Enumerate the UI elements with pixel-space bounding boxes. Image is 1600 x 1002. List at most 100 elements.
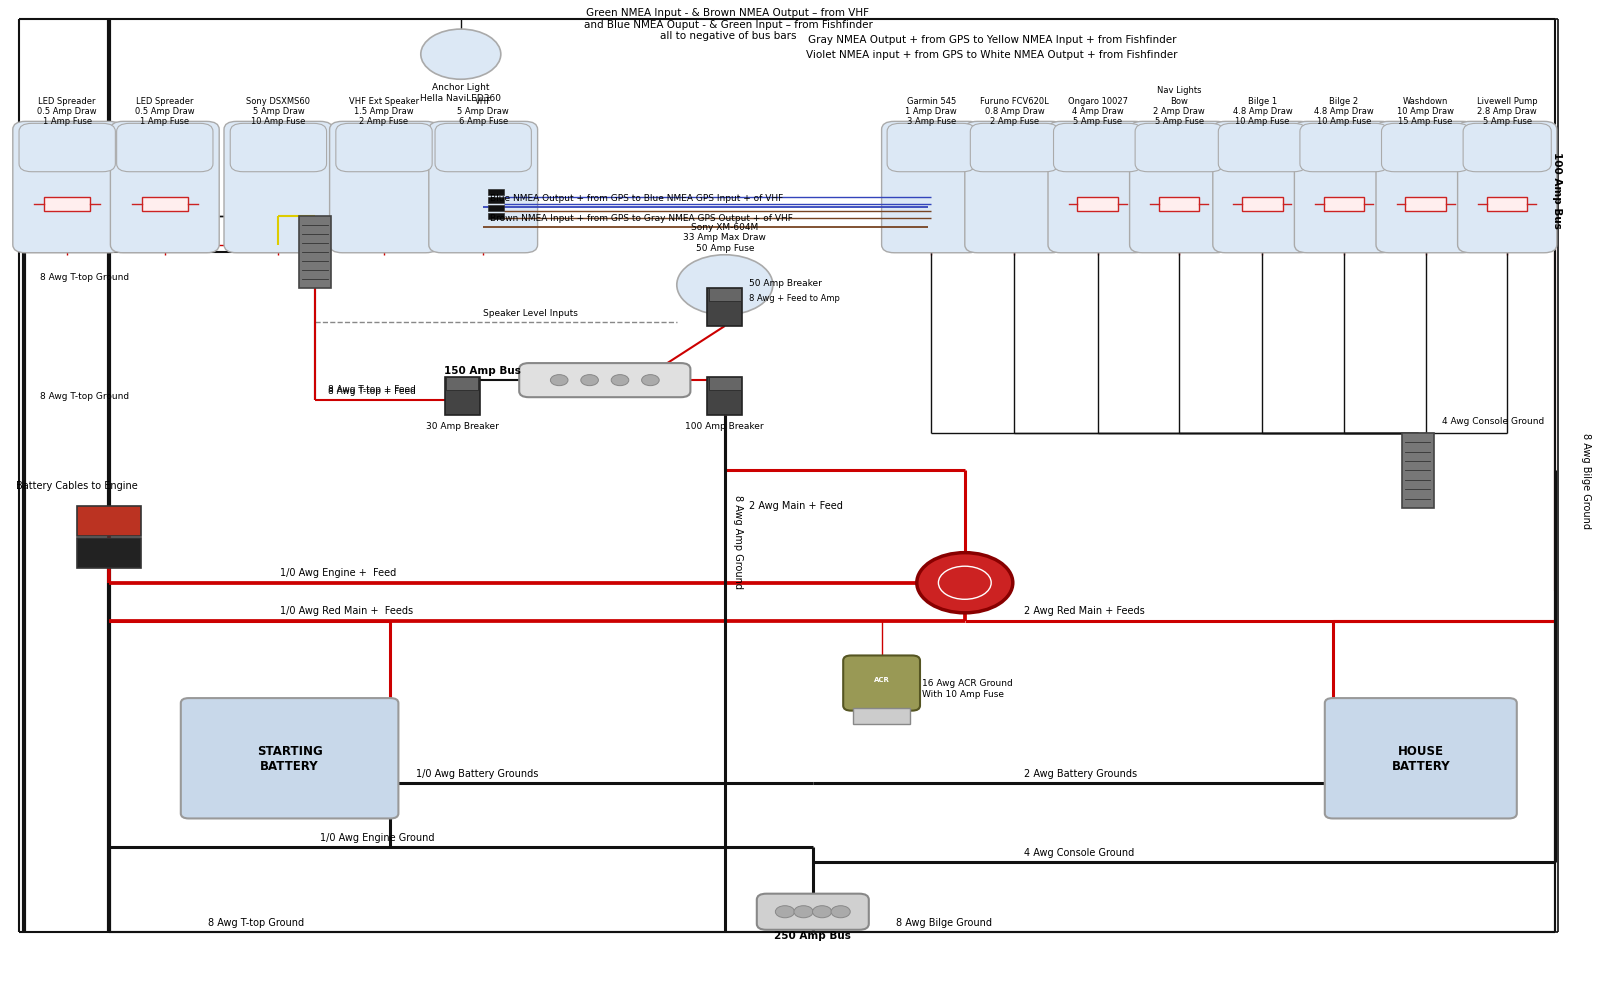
Circle shape bbox=[938, 566, 990, 599]
Bar bbox=[445, 378, 480, 416]
Text: Violet NMEA input + from GPS to White NMEA Output + from Fishfinder: Violet NMEA input + from GPS to White NM… bbox=[806, 50, 1178, 60]
Bar bbox=[1323, 198, 1365, 212]
Text: Sony DSXMS60
5 Amp Draw
10 Amp Fuse: Sony DSXMS60 5 Amp Draw 10 Amp Fuse bbox=[246, 96, 310, 126]
Circle shape bbox=[550, 376, 568, 386]
Bar bbox=[488, 205, 504, 211]
Text: VHF
5 Amp Draw
6 Amp Fuse: VHF 5 Amp Draw 6 Amp Fuse bbox=[458, 96, 509, 126]
Bar bbox=[299, 216, 331, 289]
Circle shape bbox=[642, 376, 659, 386]
Circle shape bbox=[830, 906, 850, 918]
Circle shape bbox=[813, 906, 832, 918]
Bar bbox=[1486, 198, 1528, 212]
FancyBboxPatch shape bbox=[1134, 124, 1224, 172]
Text: 2 Awg Red Main + Feeds: 2 Awg Red Main + Feeds bbox=[1024, 605, 1144, 615]
FancyBboxPatch shape bbox=[1381, 124, 1470, 172]
Text: VHF Ext Speaker
1.5 Amp Draw
2 Amp Fuse: VHF Ext Speaker 1.5 Amp Draw 2 Amp Fuse bbox=[349, 96, 419, 126]
Text: LED Spreader
0.5 Amp Draw
1 Amp Fuse: LED Spreader 0.5 Amp Draw 1 Amp Fuse bbox=[37, 96, 98, 126]
Bar bbox=[446, 378, 478, 391]
Text: Brown NMEA Input + from GPS to Gray NMEA GPS Output + of VHF: Brown NMEA Input + from GPS to Gray NMEA… bbox=[490, 213, 792, 222]
FancyBboxPatch shape bbox=[965, 122, 1064, 254]
Bar bbox=[45, 198, 90, 212]
Text: 8 Awg T-top Ground: 8 Awg T-top Ground bbox=[208, 917, 304, 927]
Bar bbox=[142, 198, 187, 212]
FancyBboxPatch shape bbox=[1376, 122, 1475, 254]
Text: 100 Amp Breaker: 100 Amp Breaker bbox=[685, 422, 765, 431]
Text: Green NMEA Input - & Brown NMEA Output – from VHF
and Blue NMEA Ouput - & Green : Green NMEA Input - & Brown NMEA Output –… bbox=[584, 8, 872, 41]
Text: 30 Amp Breaker: 30 Amp Breaker bbox=[426, 422, 499, 431]
Text: 8 Awg T-top Ground: 8 Awg T-top Ground bbox=[40, 273, 130, 282]
FancyBboxPatch shape bbox=[1462, 124, 1552, 172]
Text: 50 Amp Breaker: 50 Amp Breaker bbox=[749, 279, 822, 288]
Text: Furuno FCV620L
0.8 Amp Draw
2 Amp Fuse: Furuno FCV620L 0.8 Amp Draw 2 Amp Fuse bbox=[981, 96, 1048, 126]
Text: Battery Cables to Engine: Battery Cables to Engine bbox=[16, 481, 138, 491]
Text: 1/0 Awg Red Main +  Feeds: 1/0 Awg Red Main + Feeds bbox=[280, 605, 413, 615]
FancyBboxPatch shape bbox=[1053, 124, 1142, 172]
Text: 2 Awg Battery Grounds: 2 Awg Battery Grounds bbox=[1024, 769, 1138, 779]
Circle shape bbox=[611, 376, 629, 386]
Text: 1/0 Awg Engine Ground: 1/0 Awg Engine Ground bbox=[320, 832, 435, 842]
Text: 1/0 Awg Engine +  Feed: 1/0 Awg Engine + Feed bbox=[280, 567, 397, 577]
Text: Blue NMEA Output + from GPS to Blue NMEA GPS Input + of VHF: Blue NMEA Output + from GPS to Blue NMEA… bbox=[490, 193, 782, 202]
FancyBboxPatch shape bbox=[970, 124, 1059, 172]
FancyBboxPatch shape bbox=[1458, 122, 1557, 254]
Bar bbox=[1402, 433, 1434, 508]
Text: 16 Awg ACR Ground
With 10 Amp Fuse: 16 Awg ACR Ground With 10 Amp Fuse bbox=[922, 678, 1013, 698]
Bar bbox=[853, 708, 910, 724]
Bar bbox=[707, 378, 742, 416]
Text: Washdown
10 Amp Draw
15 Amp Fuse: Washdown 10 Amp Draw 15 Amp Fuse bbox=[1397, 96, 1454, 126]
FancyBboxPatch shape bbox=[1213, 122, 1312, 254]
FancyBboxPatch shape bbox=[1325, 698, 1517, 819]
Text: 4 Awg Console Ground: 4 Awg Console Ground bbox=[1442, 417, 1544, 425]
FancyBboxPatch shape bbox=[882, 122, 981, 254]
Text: 2 Awg Main + Feed: 2 Awg Main + Feed bbox=[749, 501, 843, 511]
Bar bbox=[709, 378, 741, 391]
Bar bbox=[707, 289, 742, 327]
Text: 1/0 Awg Battery Grounds: 1/0 Awg Battery Grounds bbox=[416, 769, 538, 779]
Text: 8 Awg T-top + Feed: 8 Awg T-top + Feed bbox=[328, 385, 416, 394]
FancyBboxPatch shape bbox=[1299, 124, 1389, 172]
Text: 150 Amp Bus: 150 Amp Bus bbox=[443, 366, 522, 376]
FancyBboxPatch shape bbox=[110, 122, 219, 254]
Text: 8 Awg Bilge Ground: 8 Awg Bilge Ground bbox=[1581, 433, 1590, 529]
Circle shape bbox=[581, 376, 598, 386]
Text: 8 Awg T-top Ground: 8 Awg T-top Ground bbox=[40, 392, 130, 401]
Text: LED Spreader
0.5 Amp Draw
1 Amp Fuse: LED Spreader 0.5 Amp Draw 1 Amp Fuse bbox=[134, 96, 195, 126]
FancyBboxPatch shape bbox=[230, 124, 326, 172]
FancyBboxPatch shape bbox=[181, 698, 398, 819]
FancyBboxPatch shape bbox=[330, 122, 438, 254]
Text: Sony XM-604M
33 Amp Max Draw
50 Amp Fuse: Sony XM-604M 33 Amp Max Draw 50 Amp Fuse bbox=[683, 222, 766, 253]
Text: 4 Awg Console Ground: 4 Awg Console Ground bbox=[1024, 847, 1134, 857]
FancyBboxPatch shape bbox=[757, 894, 869, 930]
FancyBboxPatch shape bbox=[117, 124, 213, 172]
Circle shape bbox=[677, 256, 773, 316]
Bar bbox=[488, 197, 504, 203]
Text: Garmin 545
1 Amp Draw
3 Amp Fuse: Garmin 545 1 Amp Draw 3 Amp Fuse bbox=[906, 96, 957, 126]
FancyBboxPatch shape bbox=[1218, 124, 1307, 172]
FancyBboxPatch shape bbox=[1130, 122, 1229, 254]
FancyBboxPatch shape bbox=[886, 124, 976, 172]
FancyBboxPatch shape bbox=[1048, 122, 1147, 254]
Bar bbox=[77, 506, 141, 536]
FancyBboxPatch shape bbox=[336, 124, 432, 172]
FancyBboxPatch shape bbox=[13, 122, 122, 254]
Text: 250 Amp Bus: 250 Amp Bus bbox=[774, 930, 851, 940]
Bar bbox=[1158, 198, 1200, 212]
Bar bbox=[709, 289, 741, 302]
Text: Bilge 2
4.8 Amp Draw
10 Amp Fuse: Bilge 2 4.8 Amp Draw 10 Amp Fuse bbox=[1314, 96, 1374, 126]
Bar bbox=[1077, 198, 1118, 212]
Circle shape bbox=[421, 30, 501, 80]
Text: 8 Awg Bilge Ground: 8 Awg Bilge Ground bbox=[896, 917, 992, 927]
Text: HOUSE
BATTERY: HOUSE BATTERY bbox=[1392, 744, 1450, 773]
Bar bbox=[77, 538, 141, 568]
Bar bbox=[488, 189, 504, 195]
Text: 8 Awg Amp Ground: 8 Awg Amp Ground bbox=[733, 494, 742, 588]
Bar bbox=[488, 213, 504, 219]
Text: Speaker Level Inputs: Speaker Level Inputs bbox=[483, 309, 578, 318]
Text: Nav Lights
Bow
2 Amp Draw
5 Amp Fuse: Nav Lights Bow 2 Amp Draw 5 Amp Fuse bbox=[1154, 86, 1205, 126]
Bar bbox=[1242, 198, 1283, 212]
FancyBboxPatch shape bbox=[435, 124, 531, 172]
Text: ACR: ACR bbox=[874, 676, 890, 681]
Circle shape bbox=[917, 553, 1013, 613]
Bar bbox=[1405, 198, 1446, 212]
FancyBboxPatch shape bbox=[19, 124, 115, 172]
